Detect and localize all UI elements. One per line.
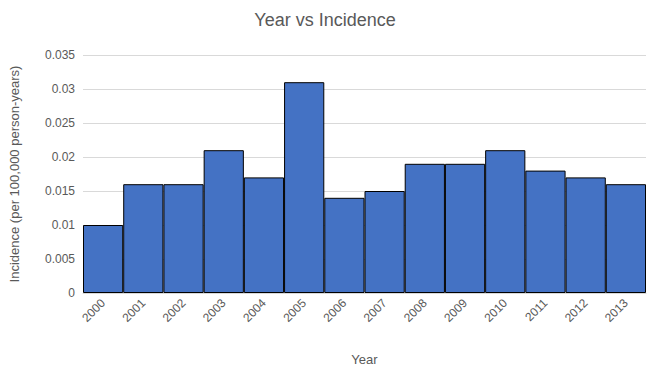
svg-text:2010: 2010 — [481, 296, 510, 325]
svg-text:2006: 2006 — [321, 296, 350, 325]
svg-text:0: 0 — [68, 286, 75, 300]
svg-text:2000: 2000 — [79, 296, 108, 325]
svg-text:2009: 2009 — [441, 296, 470, 325]
svg-text:2001: 2001 — [120, 296, 149, 325]
svg-text:0.015: 0.015 — [45, 184, 75, 198]
svg-text:2011: 2011 — [522, 296, 550, 324]
svg-text:2003: 2003 — [200, 296, 229, 325]
svg-text:0.02: 0.02 — [52, 150, 76, 164]
svg-text:2012: 2012 — [562, 296, 591, 325]
svg-text:2004: 2004 — [240, 296, 269, 325]
svg-text:0.035: 0.035 — [45, 48, 75, 62]
svg-text:Year vs Incidence: Year vs Incidence — [254, 10, 395, 30]
svg-text:Incidence (per 100,000 person-: Incidence (per 100,000 person-years) — [7, 66, 22, 283]
svg-text:2007: 2007 — [361, 296, 390, 325]
svg-text:0.01: 0.01 — [52, 218, 76, 232]
svg-text:0.005: 0.005 — [45, 252, 75, 266]
svg-text:2013: 2013 — [602, 296, 631, 325]
svg-text:2002: 2002 — [160, 296, 189, 325]
svg-text:2008: 2008 — [401, 296, 430, 325]
svg-text:Year: Year — [351, 352, 378, 367]
svg-text:0.03: 0.03 — [52, 82, 76, 96]
svg-text:0.025: 0.025 — [45, 116, 75, 130]
svg-text:2005: 2005 — [280, 296, 309, 325]
